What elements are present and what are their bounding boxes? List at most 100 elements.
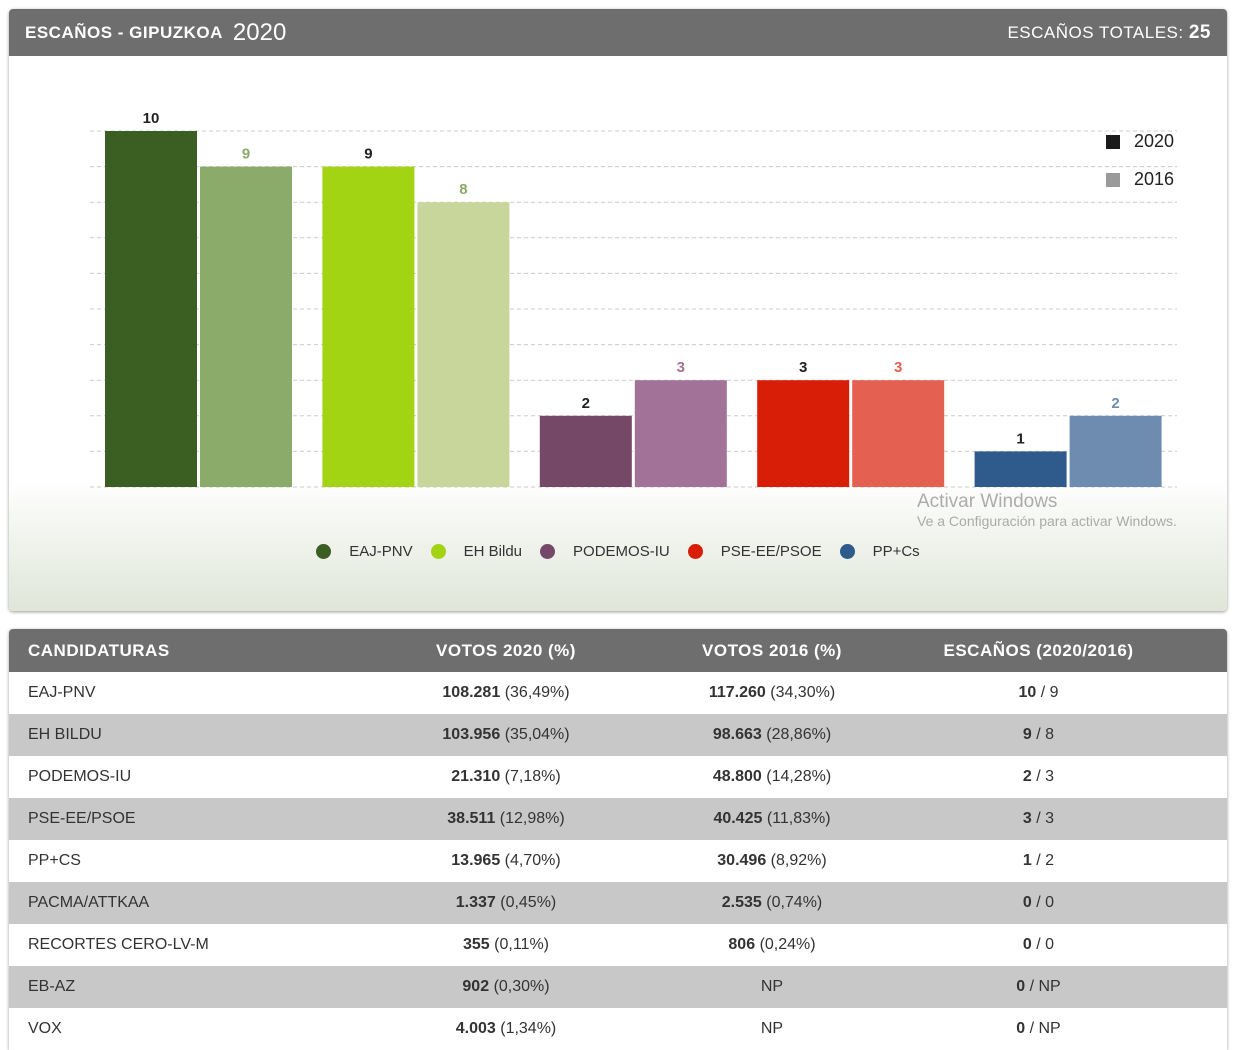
- bar-2020-PODEMOS-IU[interactable]: [539, 415, 632, 487]
- data-label: 2: [1111, 395, 1119, 412]
- legend-label: 2020: [1134, 131, 1175, 151]
- legend-label: PODEMOS-IU: [573, 543, 670, 560]
- bar-2016-PSE-EE/PSOE[interactable]: [852, 380, 945, 487]
- table-row: EAJ-PNV 108.281 (36,49%) 117.260 (34,30%…: [9, 672, 1227, 714]
- bar-2016-PP+Cs[interactable]: [1069, 415, 1162, 487]
- seats-2016: / 0: [1036, 936, 1055, 953]
- bar-2020-EH Bildu[interactable]: [322, 166, 415, 487]
- votes-2020-count: 21.310: [451, 768, 501, 785]
- legend-item-1[interactable]: EH Bildu: [430, 543, 522, 560]
- seats-2016: / NP: [1029, 978, 1061, 995]
- chart-year: 2020: [232, 18, 287, 46]
- legend-dot-icon: [430, 544, 446, 559]
- votes-2020: 1.337 (0,45%): [358, 894, 654, 912]
- seats-2016: / 2: [1036, 852, 1055, 869]
- bar-2016-EAJ-PNV[interactable]: [200, 166, 292, 487]
- table-row: PSE-EE/PSOE 38.511 (12,98%) 40.425 (11,8…: [9, 798, 1227, 840]
- party-name: VOX: [28, 1020, 62, 1037]
- col-header-votos-2020: VOTOS 2020 (%): [436, 640, 576, 660]
- seats-2020: 2: [1022, 768, 1032, 785]
- legend-dot-icon: [687, 544, 703, 559]
- votes-2020-pct: (0,45%): [500, 894, 557, 911]
- chart-title: ESCAÑOS - GIPUZKOA: [25, 22, 223, 42]
- votes-2016-count: 30.496: [717, 852, 767, 869]
- votes-2016-pct: (0,24%): [759, 936, 816, 953]
- seats-2016: / 0: [1036, 894, 1055, 911]
- votes-2016: 98.663 (28,86%): [654, 726, 890, 744]
- table-row: EB-AZ 902 (0,30%) NP 0 / NP: [9, 966, 1227, 1008]
- party-name: PACMA/ATTKAA: [28, 894, 150, 911]
- votes-2016-count: 2.535: [721, 894, 762, 911]
- votes-2016: NP: [654, 1020, 890, 1038]
- votes-2020-pct: (0,11%): [494, 936, 549, 953]
- votes-2020-pct: (36,49%): [504, 684, 570, 701]
- legend-label: EAJ-PNV: [349, 543, 413, 560]
- votes-2016-pct: (8,92%): [770, 852, 827, 869]
- col-header-escanos: ESCAÑOS (2020/2016): [943, 640, 1134, 660]
- seats: 0 / 0: [890, 936, 1227, 954]
- party-name: RECORTES CERO-LV-M: [28, 936, 209, 953]
- party-legend: EAJ-PNV EH Bildu PODEMOS-IU PSE-EE/PSOE PP+C…: [9, 543, 1227, 560]
- legend-dot-icon: [839, 544, 855, 559]
- watermark-subtitle: Ve a Configuración para activar Windows.: [917, 513, 1177, 529]
- bar-2016-EH Bildu[interactable]: [417, 202, 510, 487]
- votes-2020: 21.310 (7,18%): [358, 768, 654, 786]
- seats-2020: 9: [1022, 726, 1032, 743]
- votes-2016-count: 117.260: [708, 684, 766, 701]
- seats-2020: 10: [1018, 684, 1037, 701]
- votes-2020: 108.281 (36,49%): [358, 684, 654, 702]
- legend-2020[interactable]: 2020: [1106, 131, 1174, 152]
- table-row: RECORTES CERO-LV-M 355 (0,11%) 806 (0,24…: [9, 924, 1227, 966]
- seats: 9 / 8: [890, 726, 1227, 744]
- bar-2020-EAJ-PNV[interactable]: [105, 131, 197, 487]
- party-name: EB-AZ: [28, 978, 76, 995]
- votes-2016: 2.535 (0,74%): [654, 894, 890, 912]
- votes-2016-pct: (0,74%): [766, 894, 823, 911]
- bar-2020-PSE-EE/PSOE[interactable]: [757, 380, 850, 487]
- results-table: CANDIDATURAS VOTOS 2020 (%) VOTOS 2016 (…: [9, 629, 1227, 1050]
- data-label: 3: [894, 359, 902, 376]
- votes-2020-count: 355: [463, 936, 490, 953]
- legend-item-2[interactable]: PODEMOS-IU: [540, 543, 670, 560]
- seats-2016: / 8: [1036, 726, 1055, 743]
- seats: 3 / 3: [890, 810, 1227, 828]
- votes-2020-count: 108.281: [442, 684, 501, 701]
- legend-dot-icon: [316, 544, 332, 559]
- col-header-candidaturas: CANDIDATURAS: [28, 640, 170, 660]
- votes-2020-pct: (35,04%): [504, 726, 570, 743]
- legend-2016[interactable]: 2016: [1106, 169, 1174, 190]
- seats-2020: 0: [1016, 978, 1026, 995]
- votes-2020-count: 103.956: [442, 726, 501, 743]
- legend-item-3[interactable]: PSE-EE/PSOE: [687, 543, 822, 560]
- table-row: VOX 4.003 (1,34%) NP 0 / NP: [9, 1008, 1227, 1050]
- party-name: EAJ-PNV: [28, 684, 96, 701]
- votes-2020-count: 4.003: [455, 1020, 496, 1037]
- votes-2020: 355 (0,11%): [358, 936, 654, 954]
- legend-item-0[interactable]: EAJ-PNV: [316, 543, 413, 560]
- votes-2020: 38.511 (12,98%): [358, 810, 654, 828]
- data-label: 2: [582, 395, 590, 412]
- total-seats-value: 25: [1188, 21, 1211, 43]
- seats-2020: 0: [1022, 894, 1032, 911]
- data-label: 3: [677, 359, 685, 376]
- votes-2020-pct: (1,34%): [500, 1020, 557, 1037]
- bar-2020-PP+Cs[interactable]: [974, 451, 1067, 487]
- seats: 0 / NP: [890, 978, 1227, 996]
- total-seats-label: ESCAÑOS TOTALES:: [1007, 22, 1184, 42]
- table-row: PACMA/ATTKAA 1.337 (0,45%) 2.535 (0,74%)…: [9, 882, 1227, 924]
- seats: 0 / NP: [890, 1020, 1227, 1038]
- seats: 10 / 9: [890, 684, 1227, 702]
- legend-label: PP+Cs: [872, 543, 920, 560]
- votes-2020: 902 (0,30%): [358, 978, 654, 996]
- votes-2016: 48.800 (14,28%): [654, 768, 890, 786]
- votes-2016-count: 806: [728, 936, 756, 953]
- bar-2016-PODEMOS-IU[interactable]: [634, 380, 727, 487]
- table-row: EH BILDU 103.956 (35,04%) 98.663 (28,86%…: [9, 714, 1227, 756]
- seats-2020: 3: [1022, 810, 1032, 827]
- party-name: PSE-EE/PSOE: [28, 810, 136, 827]
- votes-2016: 117.260 (34,30%): [654, 684, 890, 702]
- votes-2016: 806 (0,24%): [654, 936, 890, 954]
- table-header: CANDIDATURAS VOTOS 2020 (%) VOTOS 2016 (…: [9, 629, 1227, 672]
- votes-2020: 13.965 (4,70%): [358, 852, 654, 870]
- legend-item-4[interactable]: PP+Cs: [839, 543, 920, 560]
